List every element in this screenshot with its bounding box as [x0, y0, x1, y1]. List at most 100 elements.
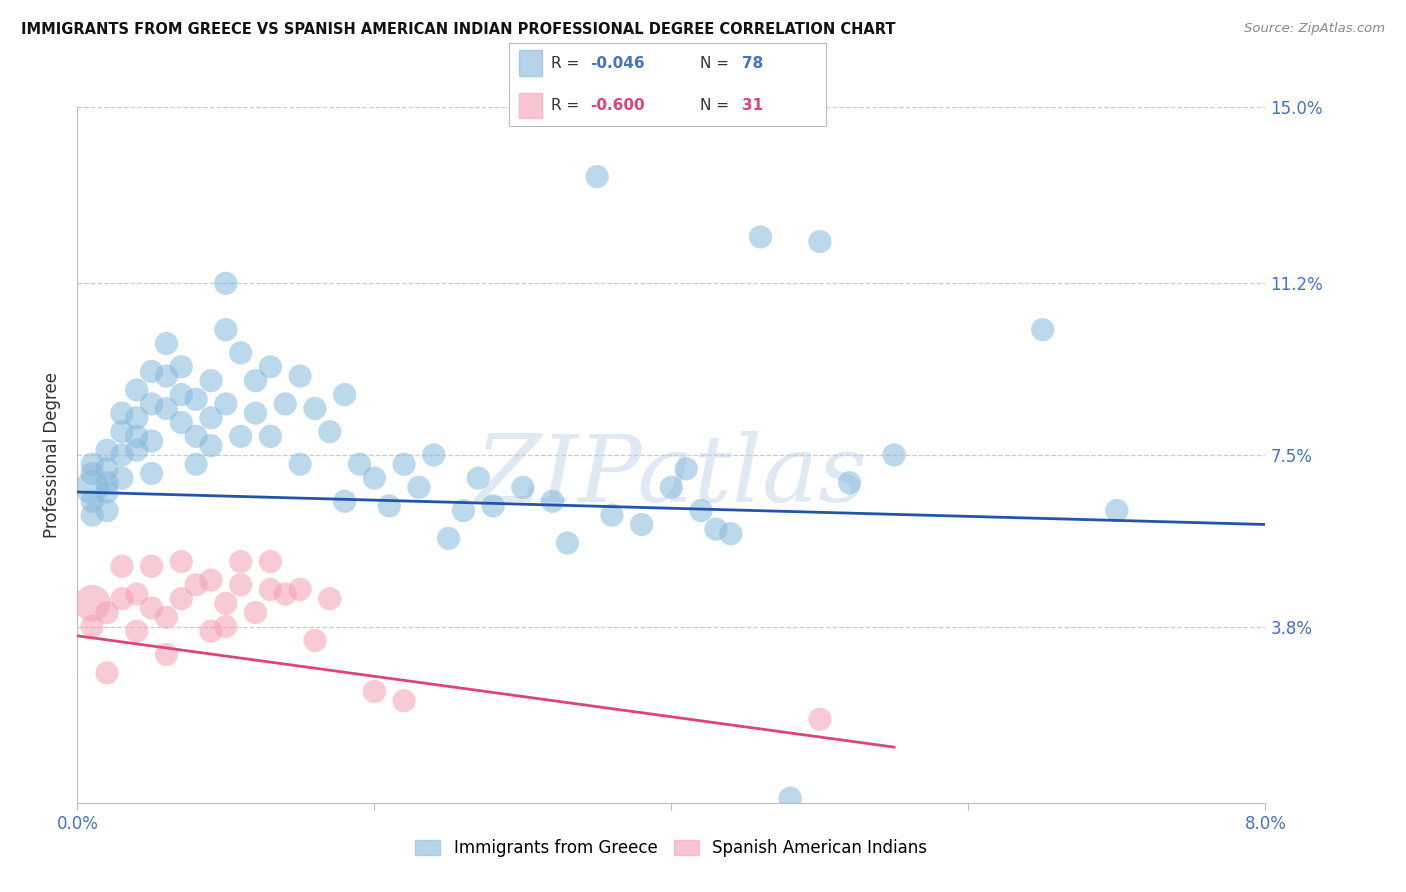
Point — [155, 369, 177, 384]
Point — [229, 346, 252, 360]
Point — [838, 475, 860, 490]
Point — [96, 475, 118, 490]
Bar — [519, 93, 541, 119]
Point — [141, 601, 163, 615]
Point — [349, 457, 371, 471]
Point — [259, 359, 281, 374]
Point — [200, 573, 222, 587]
Point — [333, 494, 356, 508]
Point — [186, 457, 208, 471]
Point — [200, 374, 222, 388]
Point — [630, 517, 652, 532]
Point — [720, 526, 742, 541]
Point — [288, 582, 311, 597]
Point — [259, 555, 281, 569]
Point — [557, 536, 579, 550]
Point — [186, 392, 208, 407]
Point — [541, 494, 564, 508]
Point — [690, 503, 713, 517]
Point — [111, 406, 134, 420]
Point — [186, 429, 208, 443]
Point — [259, 429, 281, 443]
Legend: Immigrants from Greece, Spanish American Indians: Immigrants from Greece, Spanish American… — [409, 833, 934, 864]
Text: -0.046: -0.046 — [591, 55, 645, 70]
FancyBboxPatch shape — [509, 43, 827, 126]
Point — [111, 559, 134, 574]
Point — [96, 485, 118, 500]
Point — [200, 624, 222, 639]
Point — [661, 480, 683, 494]
Point — [200, 439, 222, 453]
Point — [274, 397, 297, 411]
Point — [82, 619, 104, 633]
Text: IMMIGRANTS FROM GREECE VS SPANISH AMERICAN INDIAN PROFESSIONAL DEGREE CORRELATIO: IMMIGRANTS FROM GREECE VS SPANISH AMERIC… — [21, 22, 896, 37]
Point — [304, 401, 326, 416]
Point — [170, 359, 193, 374]
Text: Source: ZipAtlas.com: Source: ZipAtlas.com — [1244, 22, 1385, 36]
Point — [141, 364, 163, 378]
Point — [155, 610, 177, 624]
Point — [675, 462, 697, 476]
Point — [82, 508, 104, 523]
Point — [170, 387, 193, 401]
Point — [125, 443, 148, 458]
Point — [155, 336, 177, 351]
Point — [82, 457, 104, 471]
Point — [808, 712, 831, 726]
Point — [215, 619, 238, 633]
Point — [1032, 323, 1054, 337]
Point — [392, 694, 415, 708]
Point — [288, 369, 311, 384]
Point — [186, 578, 208, 592]
Text: R =: R = — [551, 55, 585, 70]
Point — [215, 277, 238, 291]
Point — [363, 471, 385, 485]
Point — [512, 480, 534, 494]
Point — [808, 235, 831, 249]
Text: ZIPatlas: ZIPatlas — [475, 431, 868, 521]
Point — [82, 467, 104, 481]
Point — [111, 448, 134, 462]
Point — [245, 606, 267, 620]
Point — [333, 387, 356, 401]
Point — [245, 374, 267, 388]
Point — [125, 624, 148, 639]
Point — [125, 587, 148, 601]
Point — [215, 397, 238, 411]
Point — [200, 410, 222, 425]
Point — [111, 471, 134, 485]
Point — [586, 169, 609, 184]
Text: 78: 78 — [742, 55, 763, 70]
Point — [423, 448, 446, 462]
Point — [82, 480, 104, 494]
Point — [141, 397, 163, 411]
Text: R =: R = — [551, 98, 585, 113]
Point — [96, 503, 118, 517]
Point — [363, 684, 385, 698]
Point — [82, 596, 104, 610]
Point — [141, 434, 163, 448]
Point — [125, 410, 148, 425]
Point — [408, 480, 430, 494]
Point — [749, 230, 772, 244]
Point — [229, 578, 252, 592]
Point — [779, 791, 801, 805]
Point — [125, 429, 148, 443]
Point — [170, 591, 193, 606]
Point — [229, 555, 252, 569]
Point — [467, 471, 489, 485]
Point — [111, 425, 134, 439]
Point — [392, 457, 415, 471]
Point — [111, 591, 134, 606]
Point — [883, 448, 905, 462]
Point — [215, 596, 238, 610]
Point — [482, 499, 505, 513]
Point — [96, 462, 118, 476]
Point — [96, 443, 118, 458]
Point — [274, 587, 297, 601]
Point — [229, 429, 252, 443]
Text: N =: N = — [700, 98, 734, 113]
Point — [155, 401, 177, 416]
Point — [704, 522, 727, 536]
Point — [288, 457, 311, 471]
